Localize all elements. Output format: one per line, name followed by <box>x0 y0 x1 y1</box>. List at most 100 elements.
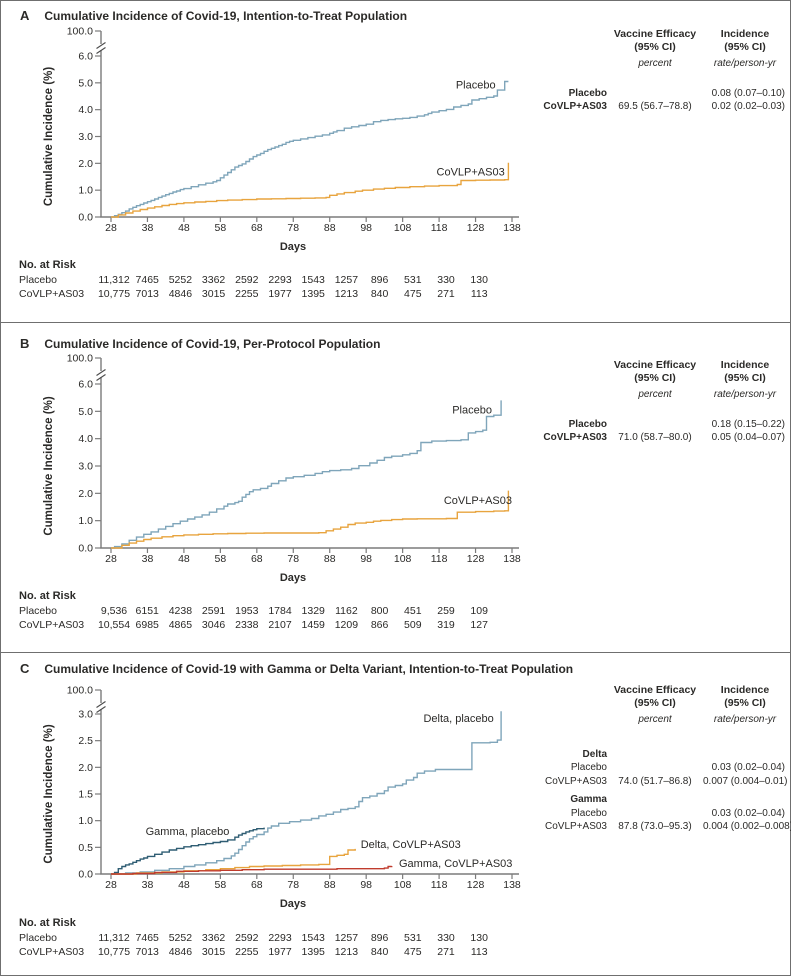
risk-value: 840 <box>371 288 389 300</box>
unit-rate: rate/person-yr <box>713 714 777 726</box>
efficacy-table-c: Vaccine Efficacy (95% CI) Incidence (95% … <box>529 684 791 834</box>
x-tick-label: 28 <box>105 222 117 234</box>
unit-percent: percent <box>638 714 672 726</box>
series-curve-gamma-placebo <box>111 827 265 875</box>
panel-c: C Cumulative Incidence of Covid-19 with … <box>0 652 791 976</box>
x-tick-label: 48 <box>178 222 190 234</box>
vaccine-efficacy-header: Vaccine Efficacy (95% CI) <box>613 359 697 384</box>
incidence-value: 0.05 (0.04–0.07) <box>711 432 785 444</box>
row-label: CoVLP+AS03 <box>545 821 607 833</box>
efficacy-table-row: CoVLP+AS03 87.8 (73.0–95.3) 0.004 (0.002–0… <box>529 820 791 834</box>
x-tick-label: 38 <box>142 879 154 891</box>
vaccine-efficacy-value: 71.0 (58.7–80.0) <box>618 432 692 444</box>
y-tick-label: 0.0 <box>78 869 93 881</box>
series-curve-gamma-covlp-as03 <box>111 865 393 875</box>
vaccine-efficacy-value <box>607 418 703 432</box>
panel-b-heading: Cumulative Incidence of Covid-19, Per-Pr… <box>44 337 381 351</box>
vaccine-efficacy-value: 69.5 (56.7–78.8) <box>618 101 692 113</box>
risk-value: 531 <box>404 274 422 286</box>
incidence-value: 0.004 (0.002–0.008) <box>703 821 791 833</box>
risk-value: 330 <box>437 274 455 286</box>
unit-rate: rate/person-yr <box>713 389 777 401</box>
panel-a-heading: Cumulative Incidence of Covid-19, Intent… <box>44 9 408 23</box>
risk-value: 1977 <box>268 946 292 958</box>
risk-value: 4865 <box>169 619 193 631</box>
x-tick-label: 118 <box>431 879 448 891</box>
y-tick-label: 0.5 <box>78 842 93 854</box>
risk-value: 475 <box>404 946 422 958</box>
risk-value: 259 <box>437 605 455 617</box>
risk-value: 9,536 <box>101 605 127 617</box>
kaplan-meier-chart-c: 100.0 3.0 2.5 2.0 1.5 1.0 0.5 0.0 28 38 48 58 68 78 88… <box>19 685 521 959</box>
risk-value: 1395 <box>302 288 326 300</box>
efficacy-group-row: Delta <box>529 748 787 762</box>
panel-c-heading: Cumulative Incidence of Covid-19 with Ga… <box>44 662 574 676</box>
y-axis-title: Cumulative Incidence (%) <box>43 724 55 863</box>
y-tick-label: 100.0 <box>67 26 93 38</box>
risk-value: 10,775 <box>98 288 130 300</box>
efficacy-table-units: percent rate/person-yr <box>529 388 787 402</box>
series-curve-placebo <box>111 80 509 218</box>
y-tick-label: 1.0 <box>78 815 93 827</box>
x-tick-label: 98 <box>360 553 372 565</box>
y-tick-label: 5.0 <box>78 406 93 418</box>
risk-value: 1459 <box>302 619 326 631</box>
efficacy-table-a: Vaccine Efficacy (95% CI) Incidence (95% … <box>529 28 787 114</box>
risk-value: 1543 <box>302 932 326 944</box>
kaplan-meier-chart-a: 100.0 6.0 5.0 4.0 3.0 2.0 1.0 0.0 28 38 48 58 68 78 88… <box>19 26 521 301</box>
risk-value: 1162 <box>335 605 358 617</box>
y-tick-label: 100.0 <box>67 685 93 697</box>
risk-row-label: Placebo <box>19 932 57 944</box>
unit-percent: percent <box>638 389 672 401</box>
risk-table-title: No. at Risk <box>19 590 77 602</box>
risk-value: 3362 <box>202 932 226 944</box>
risk-table-title: No. at Risk <box>19 917 77 929</box>
series-curve-delta-placebo <box>111 711 502 875</box>
x-tick-label: 88 <box>324 879 336 891</box>
vaccine-efficacy-value <box>607 807 703 821</box>
risk-value: 113 <box>471 946 488 958</box>
x-tick-label: 48 <box>178 879 190 891</box>
risk-value: 11,312 <box>98 932 129 944</box>
risk-value: 866 <box>371 619 389 631</box>
risk-row-label: Placebo <box>19 274 57 286</box>
incidence-value: 0.03 (0.02–0.04) <box>711 807 785 819</box>
risk-value: 6151 <box>136 605 160 617</box>
incidence-value: 0.08 (0.07–0.10) <box>711 87 785 99</box>
risk-value: 896 <box>371 932 389 944</box>
x-tick-label: 58 <box>215 879 227 891</box>
risk-value: 7013 <box>136 946 160 958</box>
row-label: Placebo <box>568 418 607 430</box>
risk-value: 2293 <box>268 932 292 944</box>
risk-value: 127 <box>470 619 488 631</box>
vaccine-efficacy-value <box>607 87 703 101</box>
panel-c-title: C Cumulative Incidence of Covid-19 with … <box>20 661 573 676</box>
risk-value: 109 <box>470 605 488 617</box>
panel-c-letter: C <box>20 661 30 676</box>
risk-value: 509 <box>404 619 422 631</box>
risk-value: 531 <box>404 932 422 944</box>
risk-value: 451 <box>404 605 422 617</box>
axis-break-icon <box>96 369 106 376</box>
risk-value: 1329 <box>302 605 326 617</box>
risk-value: 1257 <box>335 932 359 944</box>
axis-break-icon <box>96 701 106 708</box>
curve-label: Placebo <box>456 79 496 91</box>
risk-value: 11,312 <box>98 274 129 286</box>
row-label: CoVLP+AS03 <box>543 101 607 113</box>
efficacy-table-row: CoVLP+AS03 71.0 (58.7–80.0) 0.05 (0.04–0.0… <box>529 431 787 445</box>
panel-a-title: A Cumulative Incidence of Covid-19, Inte… <box>20 8 407 23</box>
x-tick-label: 68 <box>251 222 263 234</box>
y-tick-label: 1.0 <box>78 515 93 527</box>
efficacy-table-row: CoVLP+AS03 69.5 (56.7–78.8) 0.02 (0.02–0.0… <box>529 100 787 114</box>
y-axis-title: Cumulative Incidence (%) <box>43 396 55 535</box>
x-tick-label: 38 <box>142 222 154 234</box>
risk-value: 4846 <box>169 288 193 300</box>
curve-label: CoVLP+AS03 <box>444 495 512 507</box>
row-label: Placebo <box>570 762 607 774</box>
risk-row-label: CoVLP+AS03 <box>19 619 84 631</box>
incidence-header: Incidence (95% CI) <box>720 684 770 709</box>
y-tick-label: 3.0 <box>78 461 93 473</box>
x-tick-label: 128 <box>467 879 485 891</box>
risk-value: 1977 <box>268 288 292 300</box>
